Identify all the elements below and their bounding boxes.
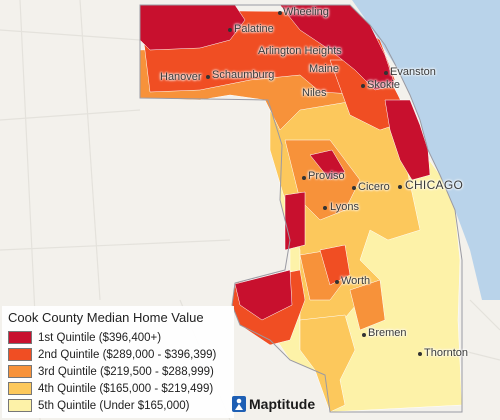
place-label-niles: Niles: [302, 87, 327, 99]
legend-title: Cook County Median Home Value: [8, 310, 204, 325]
legend-label: 1st Quintile ($396,400+): [38, 331, 162, 344]
cook-county-border: [139, 4, 463, 413]
place-label-maine: Maine: [309, 63, 339, 75]
place-label-palatine: Palatine: [234, 23, 274, 35]
place-dot: [323, 206, 327, 210]
place-label-lyons: Lyons: [330, 201, 359, 213]
brand-name: Maptitude: [249, 396, 316, 412]
place-dot: [384, 71, 388, 75]
legend-rows: 1st Quintile ($396,400+) 2nd Quintile ($…: [6, 329, 234, 414]
region-q1-palos: [284, 191, 306, 251]
place-dot: [206, 75, 210, 79]
place-dot: [228, 28, 232, 32]
region-q1-orland: [234, 269, 293, 321]
place-label-wheeling: Wheeling: [283, 6, 329, 18]
place-label-schaumburg: Schaumburg: [212, 69, 275, 81]
place-label-arlington-heights: Arlington Heights: [258, 45, 342, 57]
legend-row: 1st Quintile ($396,400+): [8, 329, 234, 346]
region-q1-oakbrook: [309, 149, 346, 181]
place-label-worth: Worth: [341, 275, 371, 287]
place-dot: [362, 333, 366, 337]
legend-swatch-q5: [8, 399, 32, 412]
place-dot: [361, 84, 365, 88]
place-label-hanover: Hanover: [160, 71, 202, 83]
maptitude-brand[interactable]: Maptitude: [232, 396, 315, 412]
legend-label: 4th Quintile ($165,000 - $219,499): [38, 382, 214, 395]
legend-row: 2nd Quintile ($289,000 - $396,399): [8, 346, 234, 363]
legend-row: 4th Quintile ($165,000 - $219,499): [8, 380, 234, 397]
region-q2-worth: [319, 244, 351, 286]
region-q1-city: [384, 99, 431, 181]
place-label-proviso: Proviso: [308, 170, 345, 182]
place-dot: [335, 280, 339, 284]
legend-swatch-q3: [8, 365, 32, 378]
place-dot: [278, 11, 282, 15]
region-q4-sw: [299, 314, 356, 413]
place-dot: [302, 176, 306, 180]
legend-label: 2nd Quintile ($289,000 - $396,399): [38, 348, 217, 361]
place-label-evanston: Evanston: [390, 66, 436, 78]
legend-label: 5th Quintile (Under $165,000): [38, 399, 190, 412]
place-dot: [418, 352, 422, 356]
legend-label: 3rd Quintile ($219,500 - $288,999): [38, 365, 214, 378]
place-label-bremen: Bremen: [368, 327, 407, 339]
legend-swatch-q1: [8, 331, 32, 344]
legend-row: 3rd Quintile ($219,500 - $288,999): [8, 363, 234, 380]
region-q3-s: [349, 279, 386, 331]
map-legend: Cook County Median Home Value 1st Quinti…: [2, 306, 234, 418]
region-q1-barrington: [139, 4, 246, 51]
place-dot: [352, 186, 356, 190]
maptitude-logo-icon: [232, 396, 246, 412]
place-label-chicago: CHICAGO: [405, 178, 464, 192]
place-label-cicero: Cicero: [358, 181, 390, 193]
place-label-thornton: Thornton: [424, 347, 469, 359]
legend-swatch-q2: [8, 348, 32, 361]
place-label-skokie: Skokie: [367, 79, 401, 91]
lake-michigan: [352, 0, 500, 300]
county-regions: [139, 4, 463, 413]
legend-row: 5th Quintile (Under $165,000): [8, 397, 234, 414]
place-dot: [398, 185, 402, 189]
legend-swatch-q4: [8, 382, 32, 395]
